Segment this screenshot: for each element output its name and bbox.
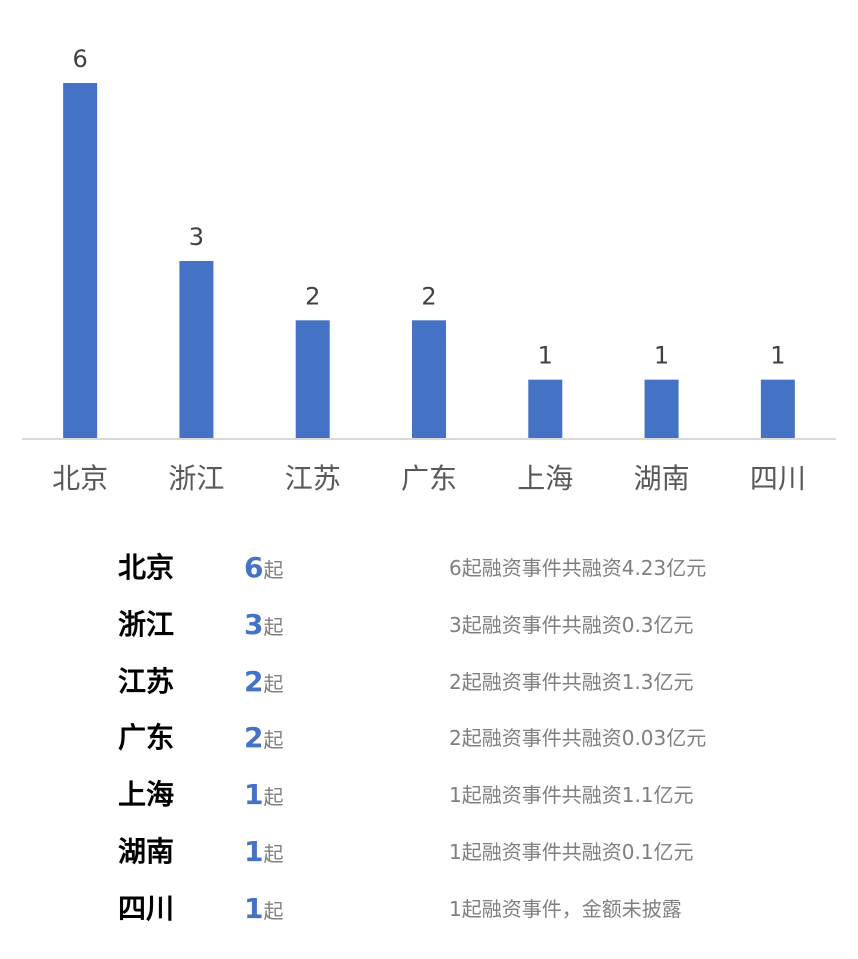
summary-count: 3起 bbox=[244, 601, 283, 653]
summary-description: 3起融资事件共融资0.3亿元 bbox=[449, 613, 694, 637]
summary-count-number: 1 bbox=[244, 892, 264, 925]
bar-1 bbox=[179, 261, 214, 439]
bars-group bbox=[63, 83, 795, 439]
bar-2 bbox=[295, 320, 330, 439]
summary-count-number: 3 bbox=[244, 608, 264, 641]
bar-value-label: 2 bbox=[305, 282, 320, 310]
summary-count: 1起 bbox=[244, 828, 283, 880]
value-labels-group: 6 3 2 2 1 1 1 bbox=[73, 45, 786, 370]
summary-description: 2起融资事件共融资1.3亿元 bbox=[449, 670, 694, 694]
summary-count: 2起 bbox=[244, 658, 283, 710]
x-tick-label: 浙江 bbox=[168, 462, 224, 495]
summary-count-number: 1 bbox=[244, 778, 264, 811]
summary-row: 北京 6起 6起融资事件共融资4.23亿元 bbox=[0, 544, 858, 592]
x-tick-label: 北京 bbox=[52, 462, 108, 495]
summary-row: 上海 1起 1起融资事件共融资1.1亿元 bbox=[0, 771, 858, 819]
summary-count: 1起 bbox=[244, 885, 283, 937]
summary-count-unit: 起 bbox=[263, 558, 284, 582]
summary-region: 四川 bbox=[118, 892, 175, 925]
summary-count-unit: 起 bbox=[263, 672, 284, 696]
summary-count: 2起 bbox=[244, 714, 283, 766]
bar-6 bbox=[760, 379, 795, 439]
summary-description: 6起融资事件共融资4.23亿元 bbox=[449, 556, 707, 580]
summary-count-number: 1 bbox=[244, 835, 264, 868]
bar-value-label: 3 bbox=[189, 223, 204, 251]
x-tick-label: 上海 bbox=[517, 462, 573, 495]
summary-count-number: 2 bbox=[244, 721, 264, 754]
summary-region: 江苏 bbox=[118, 665, 175, 698]
summary-count-unit: 起 bbox=[263, 615, 284, 639]
bar-chart: 6 3 2 2 1 1 1 北京 浙江 江苏 广东 上海 湖南 四川 bbox=[22, 45, 836, 495]
bar-value-label: 6 bbox=[73, 45, 88, 73]
x-tick-label: 四川 bbox=[750, 462, 806, 495]
summary-count: 1起 bbox=[244, 771, 283, 823]
summary-region: 北京 bbox=[118, 551, 175, 584]
summary-row: 四川 1起 1起融资事件，金额未披露 bbox=[0, 885, 858, 933]
summary-count-unit: 起 bbox=[263, 728, 284, 752]
bar-value-label: 1 bbox=[770, 342, 785, 370]
bar-0 bbox=[63, 83, 98, 439]
x-tick-labels-group: 北京 浙江 江苏 广东 上海 湖南 四川 bbox=[52, 462, 806, 495]
x-tick-label: 江苏 bbox=[285, 462, 341, 495]
summary-region: 浙江 bbox=[118, 608, 175, 641]
summary-description: 1起融资事件共融资1.1亿元 bbox=[449, 783, 694, 807]
summary-description: 1起融资事件，金额未披露 bbox=[449, 897, 682, 921]
summary-row: 湖南 1起 1起融资事件共融资0.1亿元 bbox=[0, 828, 858, 876]
summary-row: 江苏 2起 2起融资事件共融资1.3亿元 bbox=[0, 658, 858, 706]
summary-region: 湖南 bbox=[118, 835, 175, 868]
x-tick-label: 湖南 bbox=[634, 462, 690, 495]
bar-value-label: 1 bbox=[538, 342, 553, 370]
x-tick-label: 广东 bbox=[401, 462, 457, 495]
summary-row: 浙江 3起 3起融资事件共融资0.3亿元 bbox=[0, 601, 858, 649]
summary-description: 1起融资事件共融资0.1亿元 bbox=[449, 840, 694, 864]
summary-description: 2起融资事件共融资0.03亿元 bbox=[449, 726, 707, 750]
summary-count-unit: 起 bbox=[263, 785, 284, 809]
bar-4 bbox=[528, 379, 563, 439]
summary-count-number: 2 bbox=[244, 665, 264, 698]
summary-row: 广东 2起 2起融资事件共融资0.03亿元 bbox=[0, 714, 858, 762]
summary-count-unit: 起 bbox=[263, 842, 284, 866]
summary-region: 广东 bbox=[118, 721, 175, 754]
bar-value-label: 1 bbox=[654, 342, 669, 370]
summary-region: 上海 bbox=[118, 778, 175, 811]
bar-5 bbox=[644, 379, 679, 439]
bar-3 bbox=[412, 320, 446, 439]
summary-count-unit: 起 bbox=[263, 899, 284, 923]
summary-count-number: 6 bbox=[244, 551, 264, 584]
bar-value-label: 2 bbox=[421, 282, 436, 310]
summary-count: 6起 bbox=[244, 544, 283, 596]
